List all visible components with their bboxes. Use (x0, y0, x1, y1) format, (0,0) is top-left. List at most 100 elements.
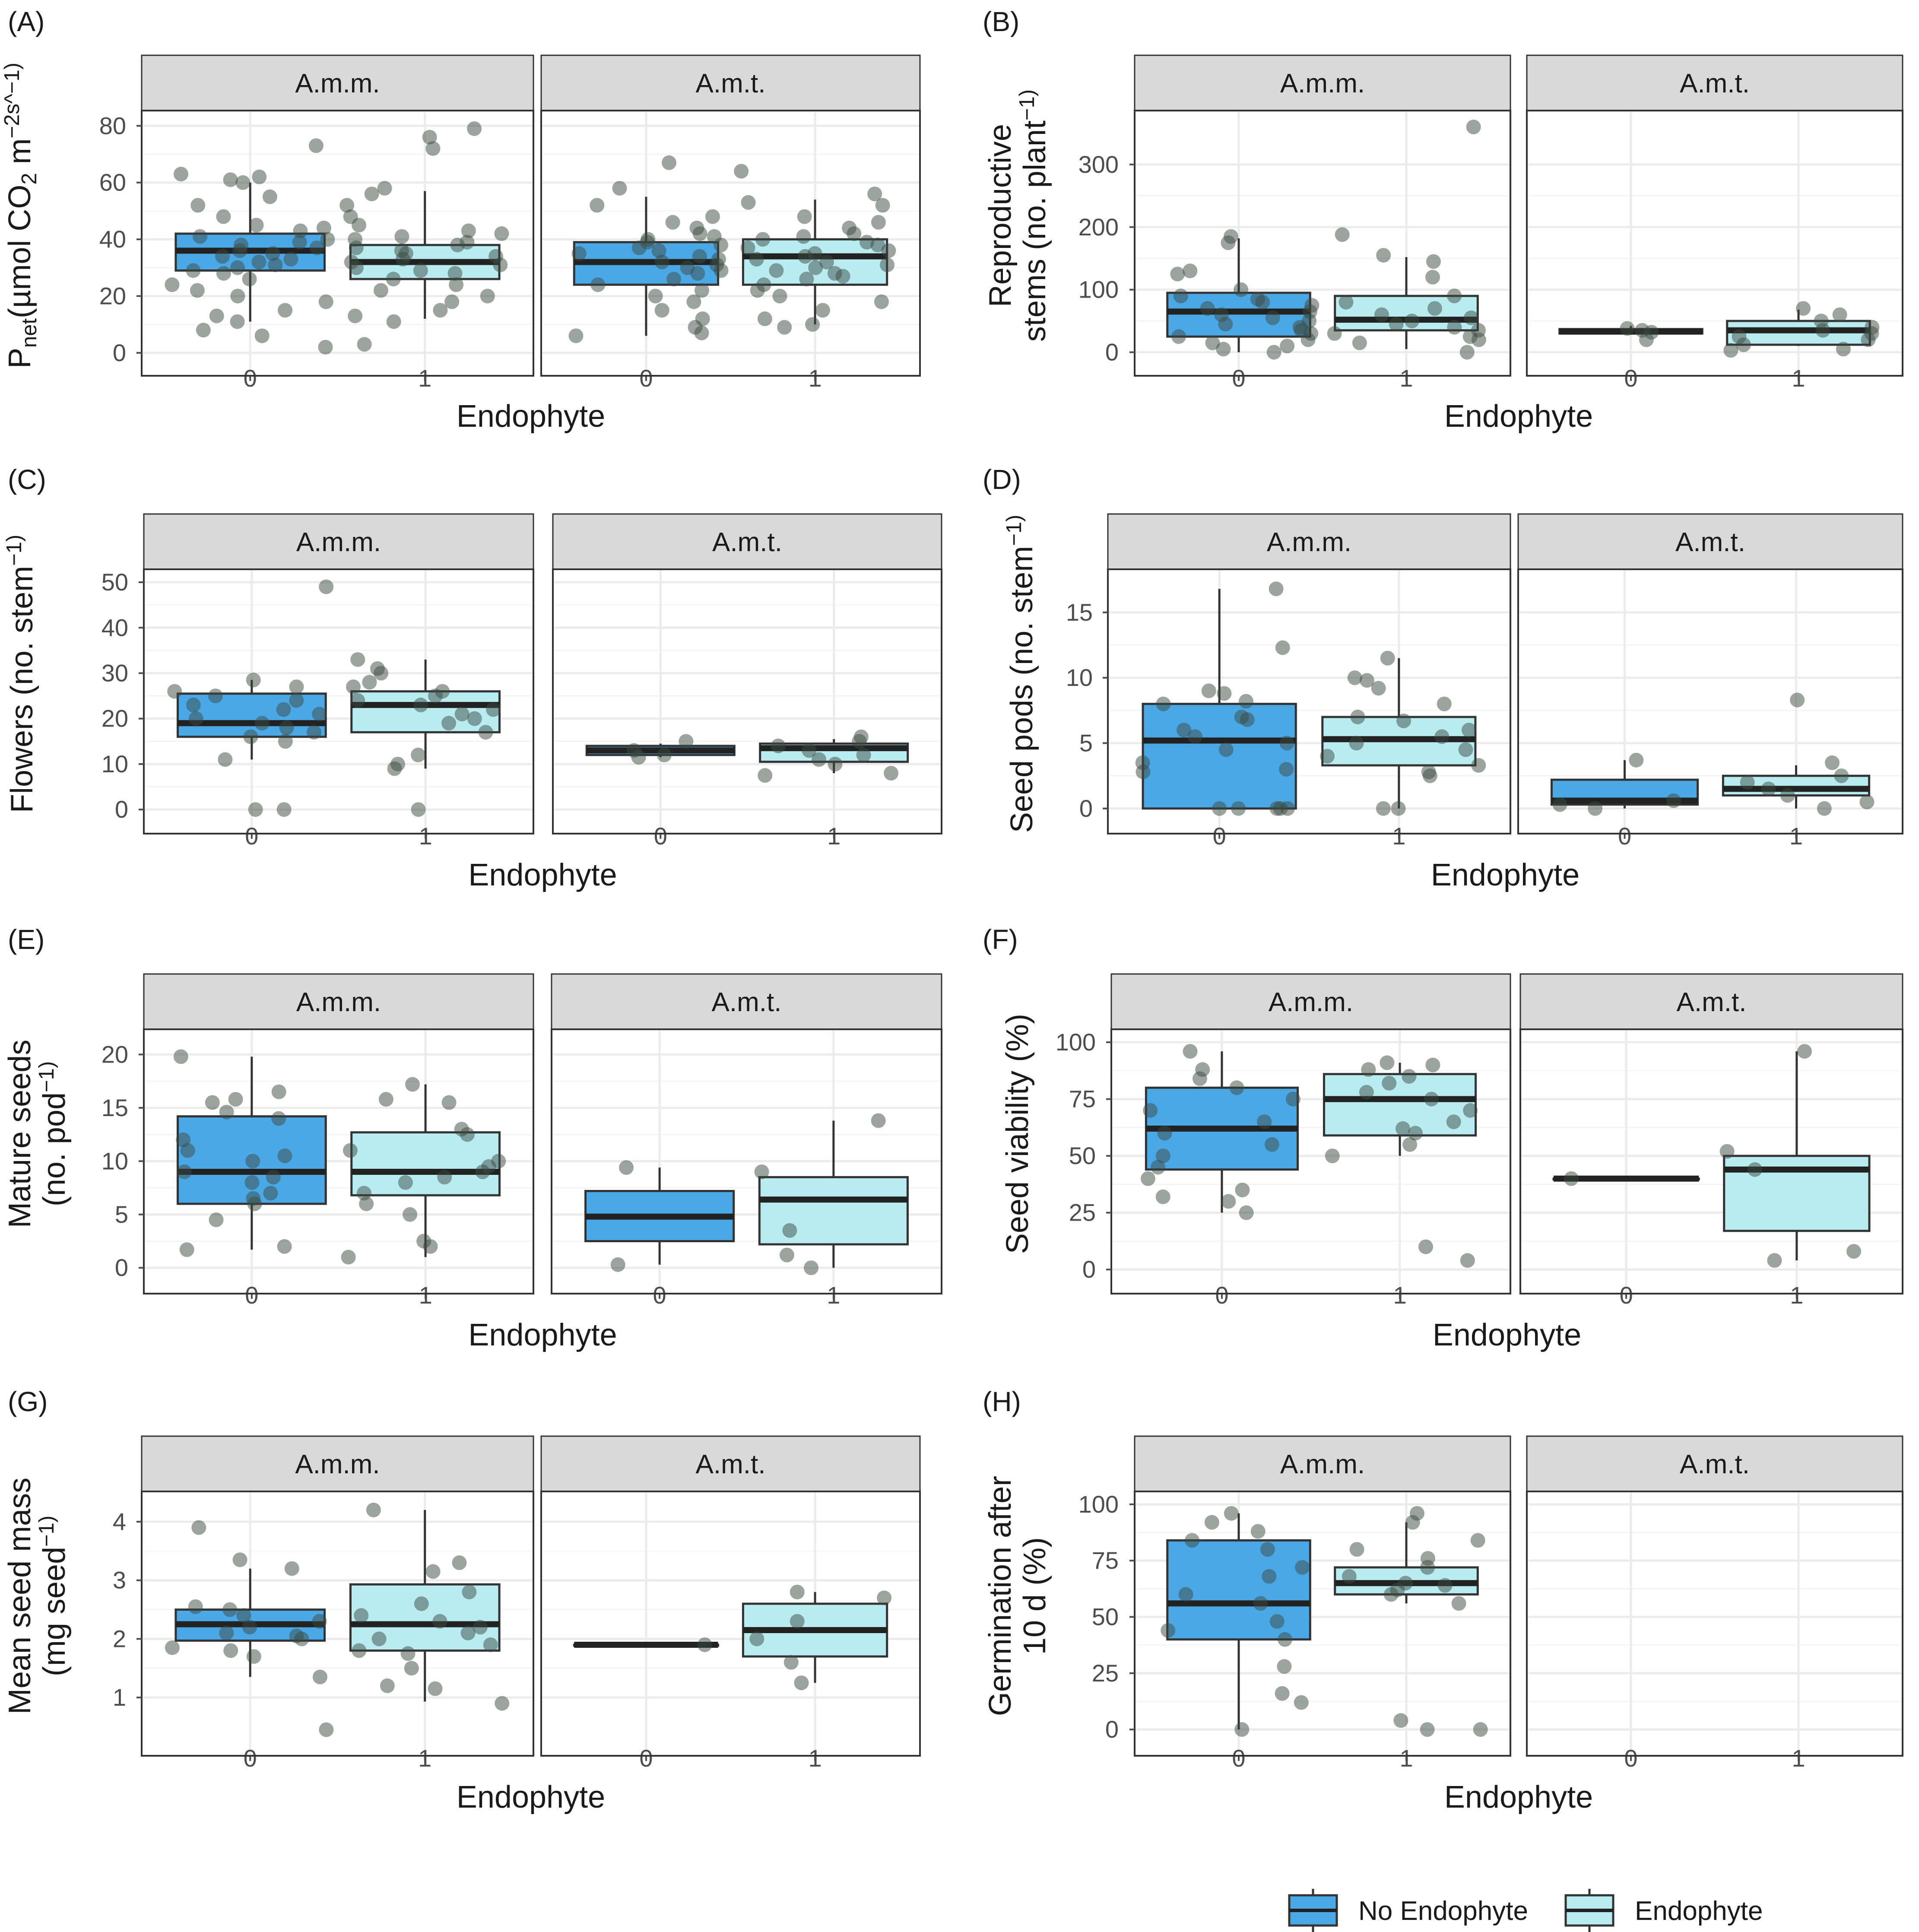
data-point (1155, 1189, 1170, 1204)
data-point (177, 1164, 192, 1180)
legend-item-no-endophyte: No Endophyte (1288, 1889, 1528, 1932)
data-point (1564, 1171, 1579, 1186)
data-point (1278, 1632, 1293, 1647)
data-point (1218, 317, 1233, 332)
x-axis-title: Endophyte (1444, 399, 1593, 434)
box-endophyte (350, 1131, 501, 1196)
facet-amm: A.m.m. 0 1 (143, 513, 534, 850)
data-point (665, 215, 680, 230)
data-point (364, 186, 379, 201)
y-tick-label: 15 (1066, 599, 1093, 626)
x-tick-label: 1 (419, 1282, 432, 1309)
data-point (1150, 1160, 1165, 1175)
panel-border (1526, 110, 1903, 377)
data-point (450, 238, 465, 253)
data-point (423, 1239, 438, 1254)
y-tick-label: 0 (1082, 1256, 1096, 1283)
data-point (1425, 270, 1440, 285)
panel-letter: (D) (983, 464, 1021, 495)
data-point (1279, 762, 1294, 777)
data-point (404, 1661, 419, 1676)
data-point (276, 802, 292, 817)
data-point (799, 272, 814, 287)
data-point (808, 260, 823, 275)
data-point (755, 232, 771, 247)
data-point (1461, 723, 1476, 738)
facet-strip (141, 54, 534, 111)
y-tick-label: 25 (1069, 1199, 1096, 1226)
facet-strip-label: A.m.m. (295, 1450, 380, 1479)
data-point (874, 294, 889, 309)
y-tick-label: 0 (1105, 339, 1119, 366)
data-point (1229, 1080, 1244, 1095)
data-point (460, 1625, 476, 1640)
data-point (1342, 1569, 1357, 1584)
data-point (590, 198, 605, 213)
data-point (772, 289, 787, 304)
y-tick-label: 0 (1079, 795, 1093, 822)
data-point (254, 328, 270, 343)
data-point (460, 1127, 475, 1142)
facet-amt: A.m.t. 0 1 (1519, 973, 1903, 1309)
y-tick-label: 60 (99, 169, 126, 196)
plot-area (1527, 1491, 1903, 1756)
x-tick-label: 1 (1790, 1282, 1803, 1309)
x-tick-label: 0 (1624, 1745, 1637, 1772)
data-point (782, 1223, 797, 1238)
y-axis-title: (mg seed−1) (35, 1516, 72, 1676)
data-point (1471, 758, 1486, 773)
data-point (294, 1631, 309, 1646)
data-point (1349, 736, 1364, 751)
data-point (662, 155, 677, 170)
data-point (1459, 345, 1475, 360)
data-point (222, 1602, 238, 1617)
data-point (1187, 729, 1202, 744)
data-point (1447, 320, 1462, 335)
data-point (265, 246, 280, 261)
data-point (319, 1722, 334, 1737)
data-point (881, 243, 896, 258)
data-point (248, 802, 263, 817)
data-point (245, 1154, 260, 1169)
facet-amm: A.m.m. 0 1 (141, 54, 534, 392)
data-point (1389, 317, 1404, 332)
x-tick-label: 1 (419, 822, 432, 850)
data-point (1300, 332, 1316, 347)
data-point (180, 1143, 195, 1158)
y-tick-label: 75 (1069, 1085, 1096, 1113)
panel-letter: (B) (983, 6, 1019, 37)
panel-letter: (A) (8, 6, 44, 37)
data-point (1352, 335, 1367, 350)
data-point (251, 254, 266, 270)
plot-area (553, 569, 942, 834)
data-point (283, 252, 298, 267)
data-point (244, 1175, 260, 1190)
data-point (475, 1164, 490, 1180)
data-point (1393, 1713, 1408, 1728)
data-point (790, 1584, 805, 1599)
facet-amt: A.m.t. 0 1 (551, 973, 942, 1309)
y-tick-label: 2 (113, 1625, 126, 1652)
chart-panel-h: (H) A.m.m. 0 1 A.m.t. 0 1 0 25 50 75 100 Germination… (983, 1386, 1903, 1815)
data-point (386, 272, 401, 287)
data-point (1639, 332, 1654, 347)
data-point (1451, 1596, 1466, 1611)
data-point (1253, 1596, 1268, 1611)
data-point (783, 1655, 799, 1670)
data-point (230, 289, 245, 304)
data-point (394, 229, 409, 244)
data-point (1320, 749, 1335, 764)
data-point (828, 756, 843, 771)
data-point (714, 263, 729, 278)
data-point (697, 1637, 712, 1652)
data-point (1269, 1614, 1285, 1629)
data-point (1349, 1542, 1364, 1557)
data-point (1376, 801, 1391, 816)
data-point (812, 752, 827, 767)
data-point (1170, 266, 1185, 282)
x-tick-label: 0 (1215, 1282, 1228, 1309)
panel-border (141, 1491, 534, 1757)
y-tick-label: 200 (1078, 213, 1119, 241)
facet-strip (1110, 973, 1511, 1030)
